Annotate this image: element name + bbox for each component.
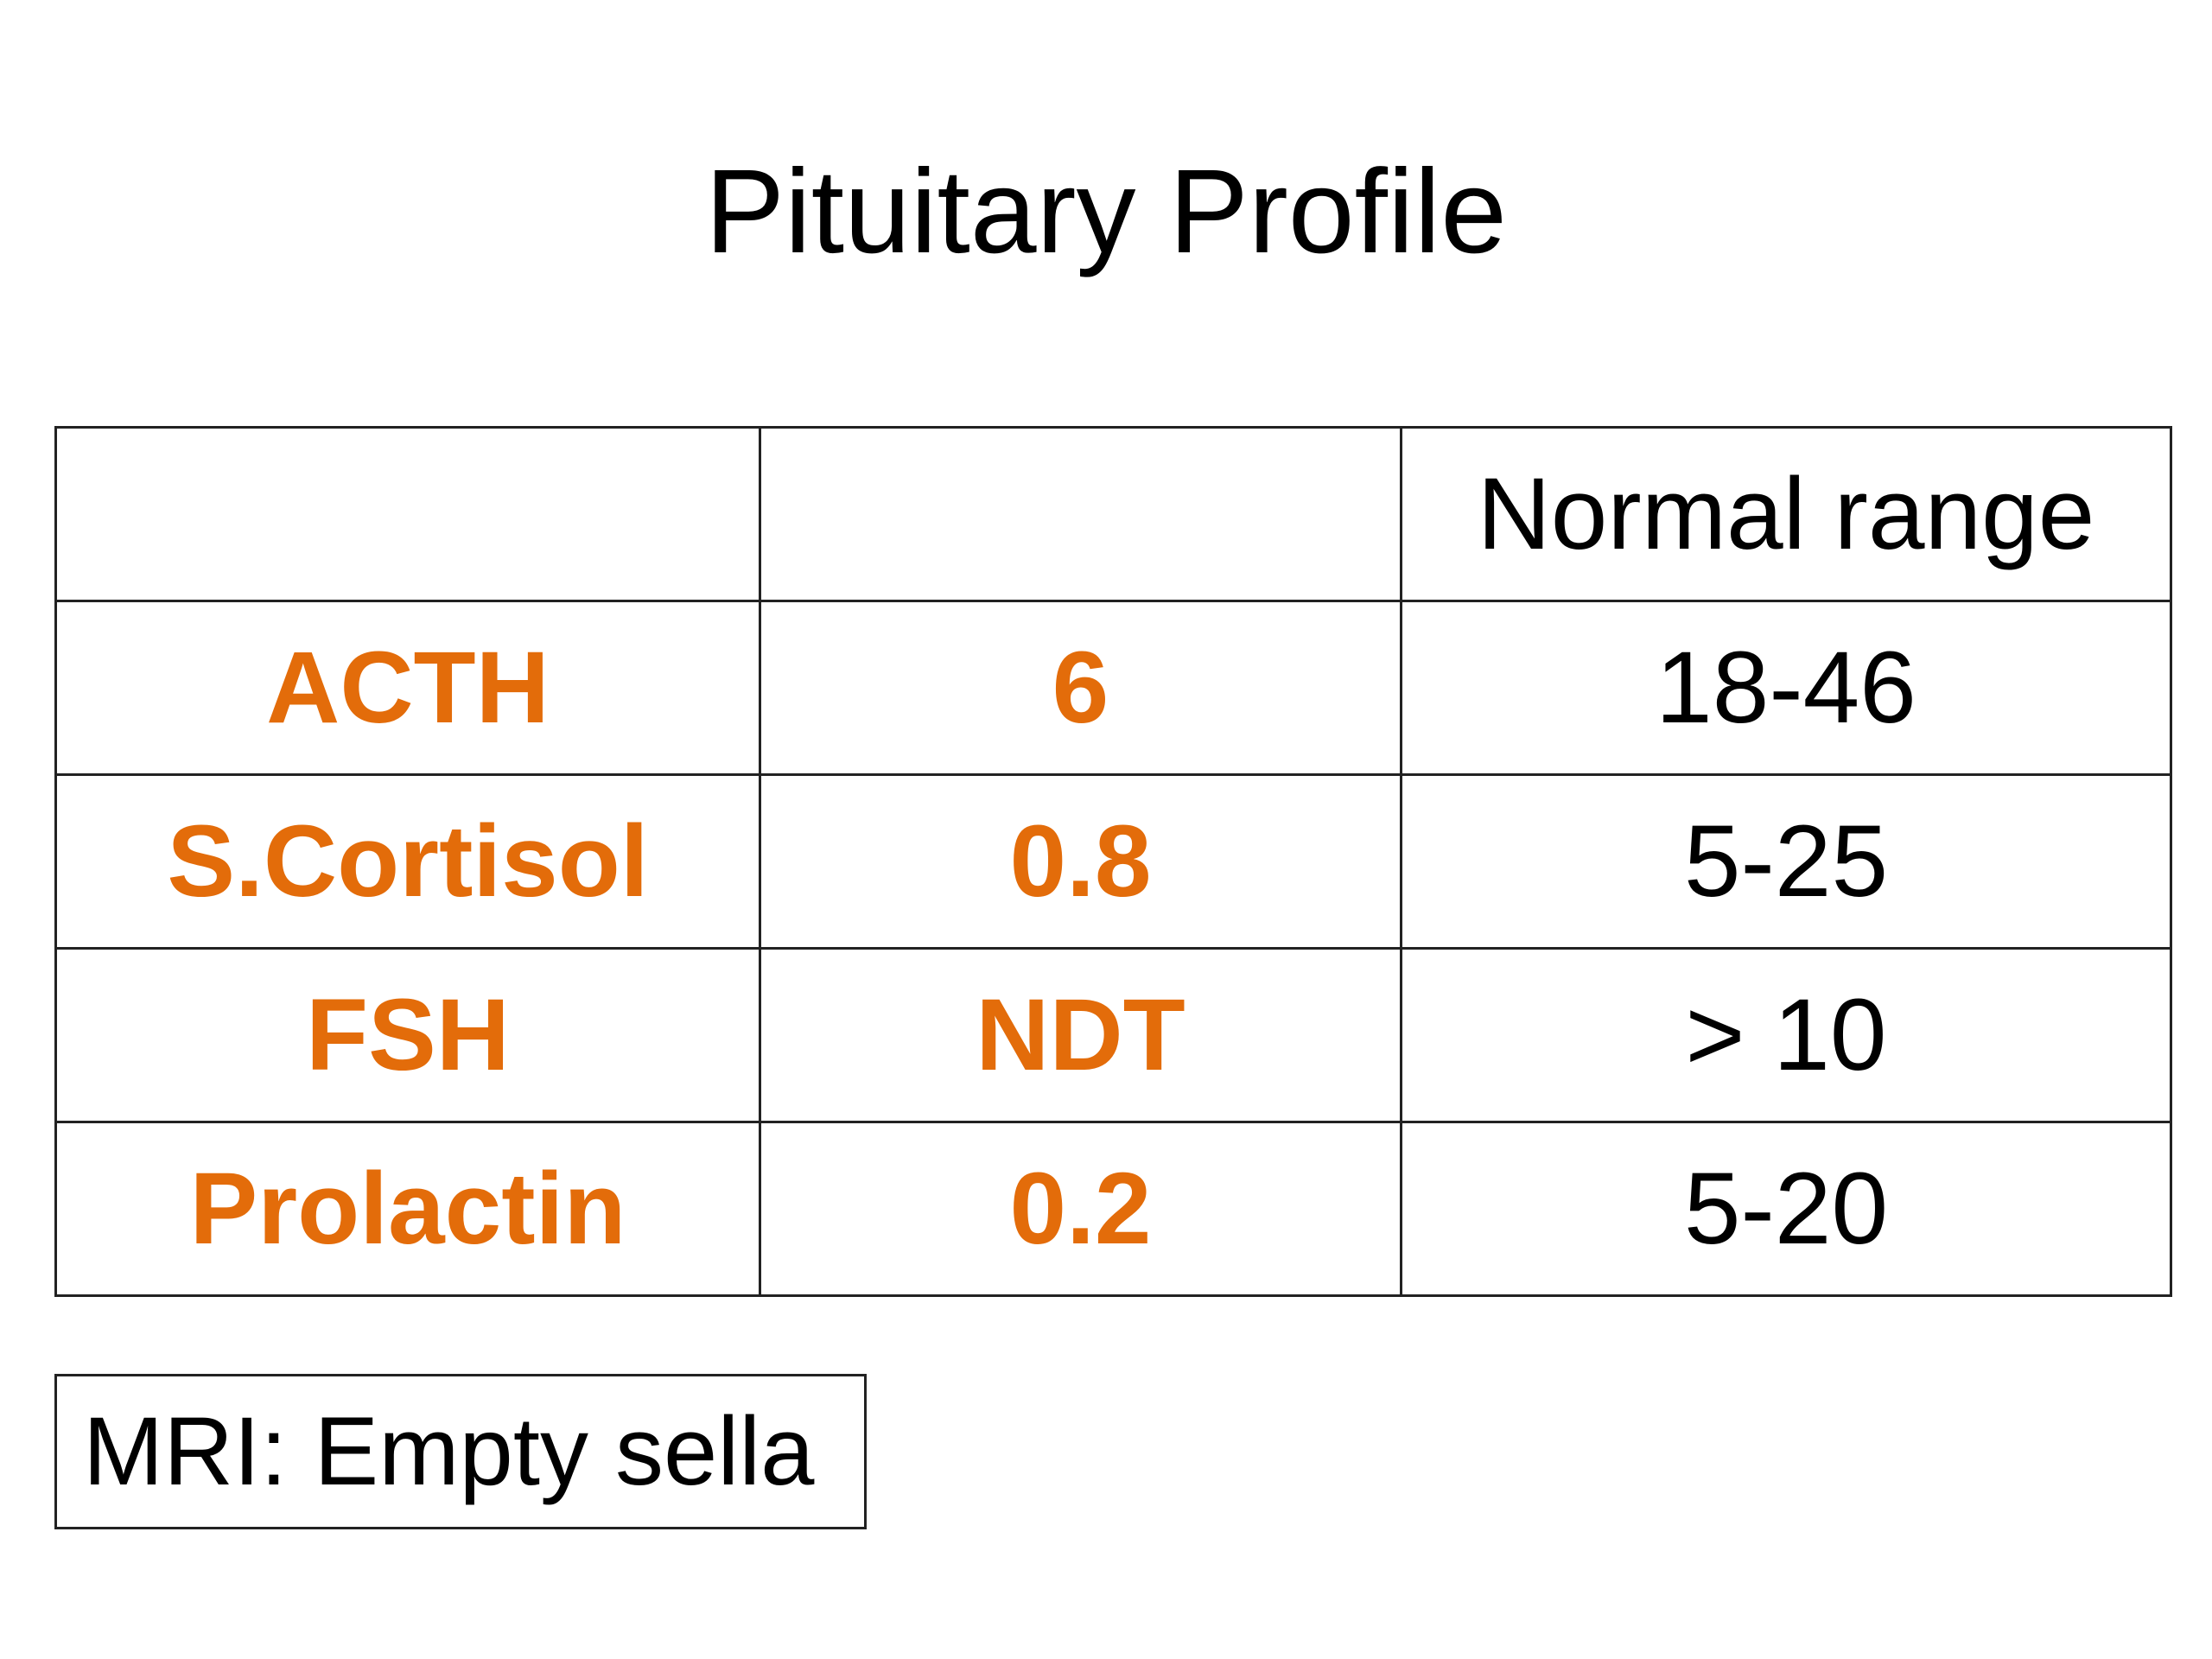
hormone-value: NDT (759, 947, 1402, 1123)
mri-note-box: MRI: Empty sella (54, 1374, 867, 1529)
normal-range: 5-25 (1400, 773, 2172, 950)
table-row: ACTH 6 18-46 (54, 600, 2172, 776)
hormone-value: 6 (759, 600, 1402, 776)
header-cell-value (759, 426, 1402, 602)
hormone-name: S.Cortisol (54, 773, 761, 950)
hormone-name: ACTH (54, 600, 761, 776)
pituitary-profile-table: Normal range ACTH 6 18-46 S.Cortisol 0.8… (54, 426, 2172, 1297)
header-cell-hormone (54, 426, 761, 602)
normal-range: 18-46 (1400, 600, 2172, 776)
table-row: S.Cortisol 0.8 5-25 (54, 773, 2172, 950)
normal-range: 5-20 (1400, 1121, 2172, 1297)
hormone-value: 0.2 (759, 1121, 1402, 1297)
normal-range: > 10 (1400, 947, 2172, 1123)
hormone-value: 0.8 (759, 773, 1402, 950)
hormone-name: Prolactin (54, 1121, 761, 1297)
hormone-name: FSH (54, 947, 761, 1123)
table-header-row: Normal range (54, 426, 2172, 602)
table-row: Prolactin 0.2 5-20 (54, 1121, 2172, 1297)
table-row: FSH NDT > 10 (54, 947, 2172, 1123)
header-cell-normal-range: Normal range (1400, 426, 2172, 602)
slide-title: Pituitary Profile (705, 145, 1507, 278)
